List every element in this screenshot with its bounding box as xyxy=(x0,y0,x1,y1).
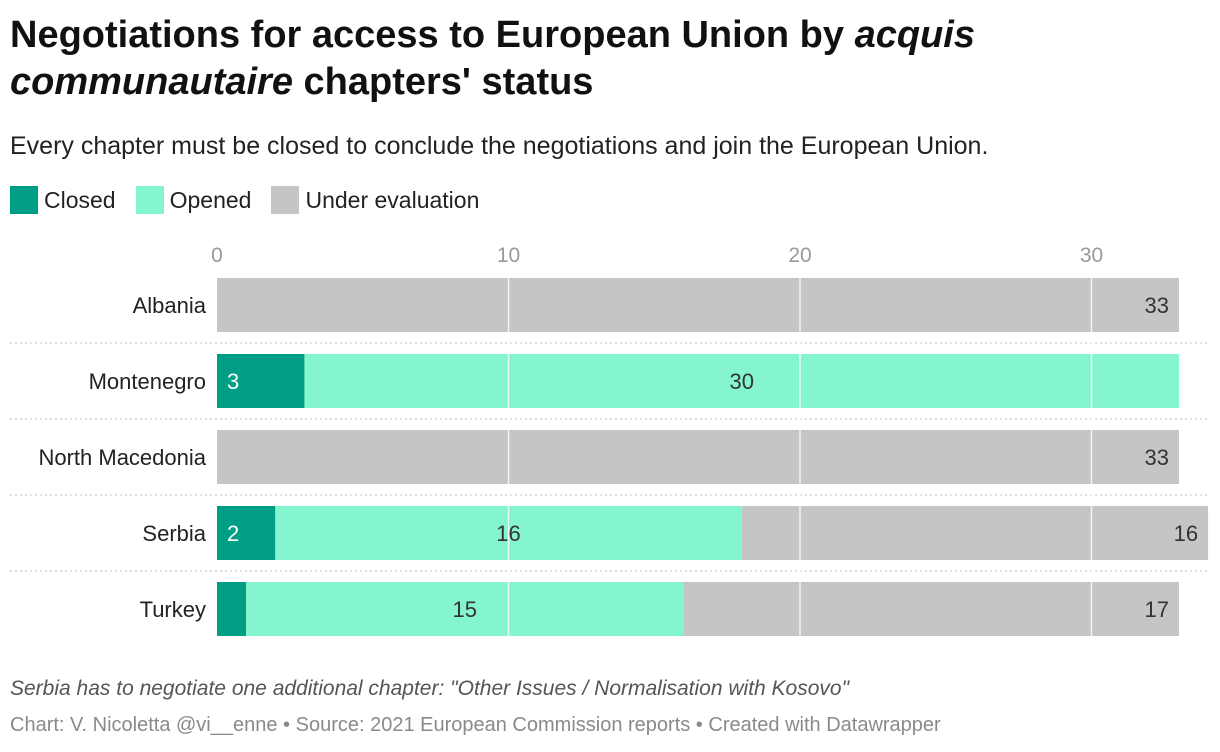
bar-under-evaluation-serbia xyxy=(741,506,1209,560)
bar-closed-turkey xyxy=(217,582,247,636)
category-label-turkey: Turkey xyxy=(140,597,206,622)
bar-under-evaluation-albania xyxy=(217,278,1179,332)
title-text: Negotiations for access to European Unio… xyxy=(10,14,855,56)
legend-swatch-closed xyxy=(10,186,38,214)
value-label-closed-montenegro: 3 xyxy=(227,369,239,394)
chart-notes: Serbia has to negotiate one additional c… xyxy=(10,677,850,700)
value-label-opened-serbia: 16 xyxy=(496,521,520,546)
legend-item-closed: Closed xyxy=(10,186,116,214)
x-tick-label-10: 10 xyxy=(497,244,520,267)
value-label-closed-serbia: 2 xyxy=(227,521,239,546)
category-label-north-macedonia: North Macedonia xyxy=(38,445,206,470)
category-label-albania: Albania xyxy=(133,293,207,318)
legend-label-opened: Opened xyxy=(169,186,252,213)
legend-label-under-evaluation: Under evaluation xyxy=(305,186,480,213)
title-rest-text: chapters' status xyxy=(292,61,594,103)
value-label-opened-turkey: 15 xyxy=(453,597,477,622)
legend: Closed Opened Under evaluation xyxy=(10,186,499,214)
chart-title: Negotiations for access to European Unio… xyxy=(10,12,1200,106)
category-label-serbia: Serbia xyxy=(142,521,206,546)
bar-closed-montenegro xyxy=(217,354,305,408)
legend-label-closed: Closed xyxy=(44,186,116,213)
bar-opened-montenegro xyxy=(304,354,1179,408)
x-tick-label-30: 30 xyxy=(1080,244,1103,267)
bar-opened-turkey xyxy=(246,582,684,636)
bar-closed-serbia xyxy=(217,506,276,560)
x-tick-label-20: 20 xyxy=(788,244,811,267)
chart-credits: Chart: V. Nicoletta @vi__enne • Source: … xyxy=(10,714,941,736)
x-tick-label-0: 0 xyxy=(211,244,223,267)
legend-item-opened: Opened xyxy=(135,186,252,214)
value-label-opened-montenegro: 30 xyxy=(729,369,753,394)
category-label-montenegro: Montenegro xyxy=(89,369,206,394)
bar-under-evaluation-north-macedonia xyxy=(217,430,1179,484)
legend-swatch-under-evaluation xyxy=(271,186,300,214)
bar-under-evaluation-turkey xyxy=(683,582,1179,636)
legend-item-under-evaluation: Under evaluation xyxy=(271,186,479,214)
title-italic-text: acquis communautaire xyxy=(10,14,975,103)
value-label-under-evaluation-albania: 33 xyxy=(1144,293,1168,318)
value-label-under-evaluation-turkey: 17 xyxy=(1144,597,1168,622)
legend-swatch-opened xyxy=(135,186,164,214)
chart-subtitle: Every chapter must be closed to conclude… xyxy=(10,132,989,160)
value-label-under-evaluation-north-macedonia: 33 xyxy=(1144,445,1168,470)
value-label-under-evaluation-serbia: 16 xyxy=(1174,521,1198,546)
